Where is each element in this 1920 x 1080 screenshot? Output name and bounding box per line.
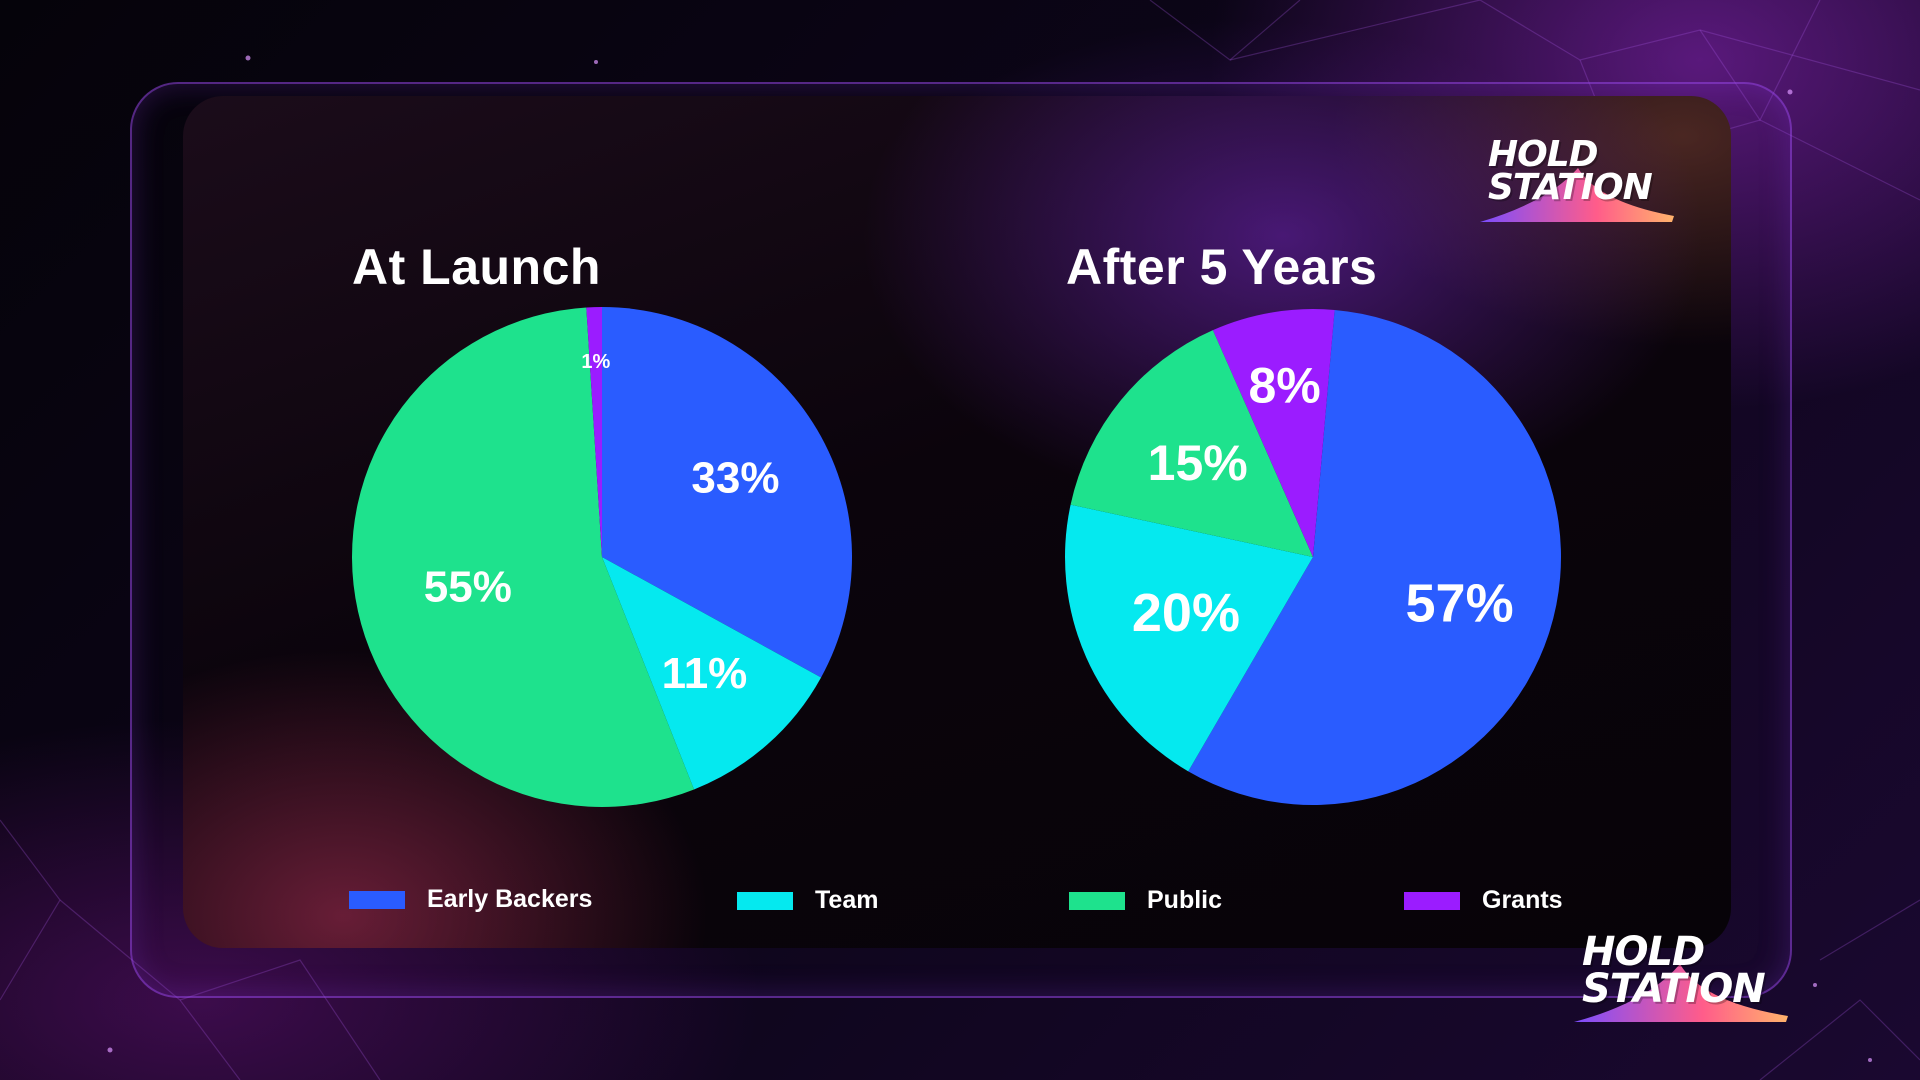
pie-data-label-public: 55% [424, 562, 512, 611]
logo-swoosh-icon [1574, 964, 1788, 1022]
legend-swatch [349, 890, 405, 909]
legend-label: Early Backers [427, 885, 593, 913]
holdstation-logo-bottom: HOLD STATION [1572, 929, 1797, 1022]
pie-slice-team [602, 557, 822, 790]
pie-data-label-grants: 8% [1249, 358, 1321, 414]
pie-data-label-public: 15% [1148, 435, 1248, 491]
pie-slice-grants [1212, 309, 1335, 557]
legend-swatch [737, 891, 793, 910]
pie-data-label-early-backers: 57% [1406, 573, 1514, 633]
logo-text: HOLD STATION [1488, 134, 1653, 209]
logo-text: HOLD STATION [1582, 929, 1766, 1012]
pie-slice-early-backers [1188, 309, 1562, 806]
pie-slice-public [1070, 330, 1313, 557]
chart-title-at-launch: At Launch [352, 239, 601, 295]
legend-label: Team [815, 886, 879, 914]
pie-data-label-early-backers: 33% [691, 454, 779, 503]
legend-label: Grants [1482, 886, 1563, 914]
legend-item-public: Public [1069, 886, 1222, 915]
chart-title-after-5-years: After 5 Years [1066, 239, 1378, 295]
logo-swoosh-icon [1480, 168, 1674, 222]
pie-slice-public [352, 307, 695, 807]
outer-frame [130, 82, 1792, 998]
holdstation-logo-top: HOLD STATION [1478, 134, 1688, 222]
pie-data-label-team: 11% [662, 649, 748, 698]
legend-swatch [1404, 891, 1460, 910]
legend-item-early-backers: Early Backers [349, 885, 592, 914]
pie-data-label-team: 20% [1132, 583, 1240, 643]
pie-slice-grants [586, 307, 602, 557]
pie-data-label-grants: 1% [581, 351, 610, 373]
legend-item-team: Team [737, 886, 878, 915]
legend-label: Public [1147, 886, 1223, 914]
legend-swatch [1069, 891, 1125, 910]
pie-slice-team [1064, 504, 1313, 772]
legend-item-grants: Grants [1404, 886, 1563, 915]
chart-legend: Early Backers Team Public Grants [0, 880, 1920, 920]
pie-slice-early-backers [602, 307, 852, 678]
